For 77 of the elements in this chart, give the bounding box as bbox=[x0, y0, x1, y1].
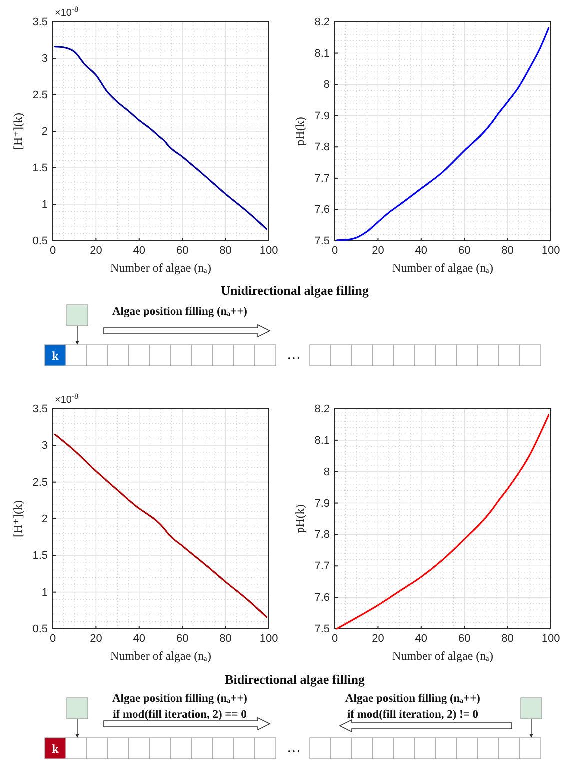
x-tick-label: 60 bbox=[458, 244, 471, 257]
x-axis-title: Number of algae (nₐ) bbox=[392, 649, 494, 663]
y-tick-label: 8.2 bbox=[314, 16, 330, 29]
y-axis-title: pH(k) bbox=[293, 504, 307, 534]
text: k bbox=[52, 742, 60, 756]
text: Bidirectional algae filling bbox=[225, 672, 366, 687]
y-tick-label: 7.7 bbox=[314, 172, 330, 185]
y-tick-label: 7.6 bbox=[314, 592, 330, 604]
x-axis-title: Number of algae (nₐ) bbox=[110, 649, 212, 663]
x-tick-label: 20 bbox=[90, 244, 102, 257]
y-tick-label: 2 bbox=[42, 126, 48, 138]
x-tick-label: 60 bbox=[176, 244, 189, 257]
line-series bbox=[54, 434, 268, 618]
y-tick-label: 7.5 bbox=[314, 236, 330, 248]
text: Unidirectional algae filling bbox=[221, 283, 370, 298]
x-tick-label: 80 bbox=[220, 632, 232, 645]
y-tick-label: 3.5 bbox=[32, 404, 48, 416]
text: k bbox=[52, 349, 60, 363]
line-series bbox=[54, 46, 268, 230]
x-tick-label: 80 bbox=[220, 244, 232, 257]
y-tick-label: 7.8 bbox=[314, 142, 330, 154]
y-tick-label: 2 bbox=[42, 514, 48, 526]
y-tick-label: 3 bbox=[42, 53, 48, 66]
y-tick-label: 8.1 bbox=[314, 48, 330, 60]
text: ×10$^{-8}$ bbox=[55, 4, 79, 19]
x-tick-label: 100 bbox=[260, 244, 278, 257]
text: Algae position filling (nₐ++) bbox=[346, 693, 481, 705]
x-tick-label: 100 bbox=[542, 632, 560, 645]
x-tick-label: 0 bbox=[50, 632, 56, 645]
x-tick-label: 60 bbox=[458, 632, 471, 645]
y-tick-label: 7.9 bbox=[314, 110, 330, 122]
y-axis-title: pH(k) bbox=[293, 117, 307, 146]
text: if mod(fill iteration, 2) != 0 bbox=[347, 709, 479, 721]
y-tick-label: 1.5 bbox=[32, 550, 48, 562]
x-tick-label: 40 bbox=[415, 632, 428, 645]
text: ×10$^{-8}$ bbox=[55, 392, 79, 406]
x-axis-title: Number of algae (nₐ) bbox=[392, 261, 494, 275]
x-tick-label: 60 bbox=[176, 632, 189, 645]
text: Algae position filling (nₐ++) bbox=[112, 306, 248, 318]
y-tick-label: 7.6 bbox=[314, 204, 330, 216]
x-tick-label: 100 bbox=[542, 244, 560, 257]
y-tick-label: 3 bbox=[42, 440, 48, 452]
y-tick-label: 7.7 bbox=[314, 560, 330, 573]
x-tick-label: 20 bbox=[90, 632, 102, 645]
y-tick-label: 2.5 bbox=[32, 476, 48, 489]
y-tick-label: 8 bbox=[324, 466, 330, 478]
x-axis-title: Number of algae (nₐ) bbox=[110, 261, 212, 275]
x-tick-label: 80 bbox=[502, 244, 514, 257]
y-tick-label: 8 bbox=[324, 79, 330, 92]
x-tick-label: 20 bbox=[372, 632, 384, 645]
text: if mod(fill iteration, 2) == 0 bbox=[113, 709, 248, 721]
x-tick-label: 40 bbox=[133, 244, 146, 257]
y-tick-label: 1 bbox=[42, 199, 48, 212]
text: Algae position filling (nₐ++) bbox=[112, 693, 248, 705]
y-tick-label: 8.2 bbox=[314, 404, 330, 416]
x-tick-label: 40 bbox=[415, 244, 428, 257]
x-tick-label: 40 bbox=[133, 632, 146, 645]
text: … bbox=[287, 348, 301, 363]
y-tick-label: 7.8 bbox=[314, 529, 330, 542]
y-tick-label: 1.5 bbox=[32, 162, 48, 175]
y-tick-label: 1 bbox=[42, 586, 48, 599]
x-tick-label: 0 bbox=[332, 244, 338, 257]
y-tick-label: 0.5 bbox=[32, 236, 48, 248]
y-tick-label: 2.5 bbox=[32, 90, 48, 102]
y-axis-title: [H⁺](k) bbox=[11, 113, 25, 150]
y-tick-label: 8.1 bbox=[314, 434, 330, 447]
y-tick-label: 7.9 bbox=[314, 498, 330, 510]
x-tick-label: 0 bbox=[50, 244, 56, 257]
y-tick-label: 0.5 bbox=[32, 624, 48, 636]
y-tick-label: 3.5 bbox=[32, 16, 48, 29]
y-tick-label: 7.5 bbox=[314, 624, 330, 636]
x-tick-label: 80 bbox=[502, 632, 514, 645]
x-tick-label: 100 bbox=[260, 632, 278, 645]
x-tick-label: 0 bbox=[332, 632, 338, 645]
x-tick-label: 20 bbox=[372, 244, 384, 257]
y-axis-title: [H⁺](k) bbox=[11, 500, 25, 538]
text: … bbox=[287, 741, 301, 756]
